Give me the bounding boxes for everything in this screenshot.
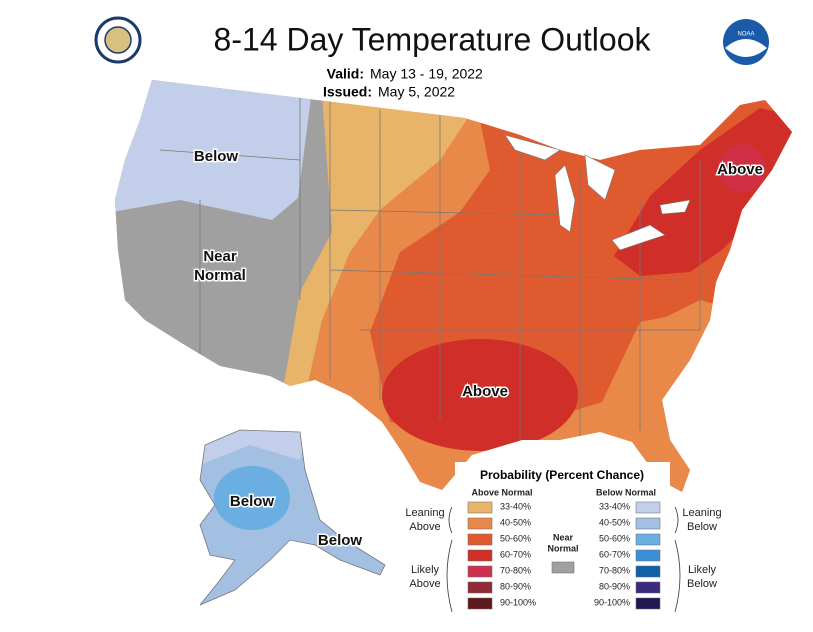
legend-label: 80-90% xyxy=(500,581,531,591)
legend-label: 40-50% xyxy=(599,517,630,527)
issued-label: Issued: xyxy=(323,84,372,100)
region-below-33 xyxy=(115,80,312,220)
side-label: Above xyxy=(409,521,440,533)
valid-date: May 13 - 19, 2022 xyxy=(370,66,483,82)
side-label: Above xyxy=(409,578,440,590)
legend-swatch xyxy=(635,549,661,562)
legend-swatch xyxy=(635,581,661,594)
legend-swatch xyxy=(635,517,661,530)
legend-swatch xyxy=(635,597,661,610)
region-label: Normal xyxy=(194,267,246,284)
region-label: Near xyxy=(203,248,237,265)
legend-label: 60-70% xyxy=(500,549,531,559)
legend-above-header: Above Normal xyxy=(471,487,532,497)
legend-swatch xyxy=(467,549,493,562)
side-label: Likely xyxy=(688,564,717,576)
legend-swatch xyxy=(467,597,493,610)
region-label: Below xyxy=(230,493,275,510)
valid-label: Valid: xyxy=(327,66,364,82)
legend-brackets xyxy=(446,506,681,613)
region-above-33 xyxy=(240,92,472,410)
region-label: Above xyxy=(717,161,763,178)
great-lakes xyxy=(504,134,691,251)
noaa-bird xyxy=(725,39,767,57)
side-label: Leaning xyxy=(682,507,721,519)
legend-label: 90-100% xyxy=(500,597,536,607)
side-label: Below xyxy=(687,521,717,533)
legend-swatch xyxy=(467,533,493,546)
title: 8-14 Day Temperature Outlook xyxy=(214,21,652,57)
legend-swatch xyxy=(467,517,493,530)
legend-label: 40-50% xyxy=(500,517,531,527)
legend-label: 33-40% xyxy=(599,501,630,511)
issued-date: May 5, 2022 xyxy=(378,84,455,100)
legend-label: 50-60% xyxy=(500,533,531,543)
near-normal-label: Normal xyxy=(547,543,578,553)
side-label: Below xyxy=(687,578,717,590)
legend-swatch xyxy=(635,501,661,514)
conus xyxy=(115,80,792,492)
legend-title: Probability (Percent Chance) xyxy=(480,468,644,482)
legend-swatch xyxy=(467,581,493,594)
legend-label: 70-80% xyxy=(599,565,630,575)
alaska-outline xyxy=(199,429,386,606)
legend: Probability (Percent Chance) Above Norma… xyxy=(405,462,722,620)
legend-label: 80-90% xyxy=(599,581,630,591)
region-ak-below-50 xyxy=(214,466,290,530)
region-above-60-s xyxy=(382,339,578,451)
side-label: Likely xyxy=(411,564,440,576)
legend-label: 70-80% xyxy=(500,565,531,575)
doc-seal-inner xyxy=(104,26,132,54)
side-label: Leaning xyxy=(405,507,444,519)
noaa-text: NOAA xyxy=(737,32,754,38)
region-label: Below xyxy=(318,532,363,549)
region-label: Below xyxy=(194,148,239,165)
legend-label: 33-40% xyxy=(500,501,531,511)
legend-swatch xyxy=(635,533,661,546)
legend-swatch xyxy=(635,565,661,578)
alaska xyxy=(200,430,385,605)
legend-label: 60-70% xyxy=(599,549,630,559)
near-normal-swatch xyxy=(551,561,575,574)
legend-swatch xyxy=(467,565,493,578)
region-label: Above xyxy=(462,383,508,400)
legend-below-header: Below Normal xyxy=(596,487,656,497)
region-above-70 xyxy=(718,144,766,192)
legend-label: 50-60% xyxy=(599,533,630,543)
legend-label: 90-100% xyxy=(594,597,630,607)
near-normal-label: Near xyxy=(553,532,574,542)
legend-swatch xyxy=(467,501,493,514)
